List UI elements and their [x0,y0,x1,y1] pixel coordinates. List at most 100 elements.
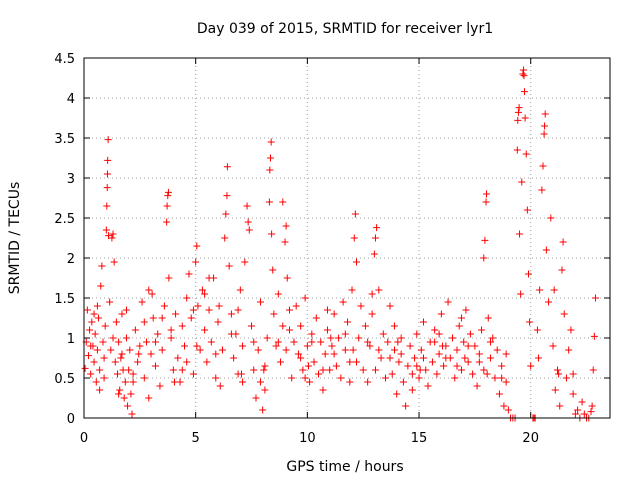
data-point [464,358,472,366]
data-point [587,408,595,416]
data-point [346,378,354,386]
data-point [514,108,522,116]
data-point [395,358,403,366]
data-point [487,338,495,346]
data-point [234,306,242,314]
data-point [449,334,457,342]
data-point [498,362,506,370]
y-tick-label: 2 [67,252,75,267]
data-point [402,402,410,410]
data-point [301,374,309,382]
data-point [183,294,191,302]
data-point [92,378,100,386]
data-point [373,224,381,232]
data-point [239,378,247,386]
data-point [134,358,142,366]
data-point [164,188,172,196]
data-point [352,358,360,366]
data-point [351,210,359,218]
data-point [377,354,385,362]
data-point [193,242,201,250]
data-point [491,374,499,382]
data-point [379,330,387,338]
data-point [319,386,327,394]
data-point [122,334,130,342]
data-point [214,318,222,326]
data-point [541,110,549,118]
data-point [115,390,123,398]
data-point [522,150,530,158]
data-point [252,394,260,402]
data-point [193,342,201,350]
data-point [145,394,153,402]
data-point [451,374,459,382]
data-point [187,314,195,322]
data-point [466,330,474,338]
data-point [457,314,465,322]
data-point [96,366,104,374]
data-point [131,326,139,334]
data-point [375,286,383,294]
data-point [91,330,99,338]
data-point [339,298,347,306]
data-point [170,378,178,386]
data-point [565,346,573,354]
data-point [90,358,98,366]
data-point [419,318,427,326]
data-point [480,366,488,374]
data-point [120,394,128,402]
data-point [239,342,247,350]
data-point [473,382,481,390]
data-point [103,202,111,210]
data-point [399,378,407,386]
data-point [201,290,209,298]
data-point [158,346,166,354]
data-point [517,290,525,298]
data-point [545,298,553,306]
data-point [294,350,302,358]
data-point [282,222,290,230]
data-point [108,234,116,242]
data-point [431,338,439,346]
data-point [438,342,446,350]
data-point [88,318,96,326]
data-point [95,314,103,322]
data-point [203,358,211,366]
data-point [560,310,568,318]
data-point [87,342,95,350]
data-point [352,258,360,266]
data-point [244,218,252,226]
data-point [281,238,289,246]
data-point [542,246,550,254]
data-point [435,330,443,338]
data-point [90,310,98,318]
data-point [112,318,120,326]
data-point [216,382,224,390]
data-point [164,192,172,200]
data-point [274,338,282,346]
data-point [337,374,345,382]
data-point [223,192,231,200]
data-point [81,364,89,372]
y-tick-label: 0.5 [54,372,75,387]
data-point [103,170,111,178]
data-point [520,88,528,96]
data-point [404,362,412,370]
data-point [328,342,336,350]
data-point [225,262,233,270]
data-point [254,346,262,354]
data-point [431,326,439,334]
data-point [442,354,450,362]
data-point [87,370,95,378]
data-point [163,218,171,226]
data-point [288,374,296,382]
data-point [444,298,452,306]
data-point [93,302,101,310]
data-point [129,378,137,386]
data-point [148,290,156,298]
data-point [416,366,424,374]
data-point [167,326,175,334]
data-point [174,354,182,362]
data-point [569,370,577,378]
